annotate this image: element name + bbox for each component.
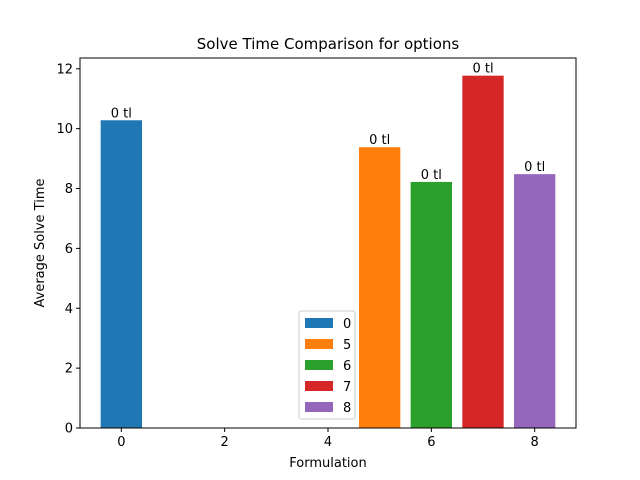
bar-7 <box>462 75 504 429</box>
legend-swatch-7 <box>305 381 333 391</box>
data-label-0: 0 tl <box>111 106 132 121</box>
legend-label-5: 5 <box>343 338 351 353</box>
legend-label-0: 0 <box>343 317 351 332</box>
y-tick-label: 2 <box>65 362 73 377</box>
legend-label-6: 6 <box>343 359 351 374</box>
data-labels-group: 0 tl 0 tl 0 tl 0 tl 0 tl <box>111 62 545 183</box>
y-tick-label: 12 <box>56 62 73 77</box>
data-label-5: 0 tl <box>369 133 390 148</box>
y-tick-label: 10 <box>56 122 73 137</box>
bar-6 <box>410 181 452 428</box>
x-tick-label: 0 <box>117 435 125 450</box>
data-label-8: 0 tl <box>524 160 545 175</box>
chart-title: Solve Time Comparison for options <box>197 35 460 53</box>
bar-5 <box>359 147 401 428</box>
x-axis-label: Formulation <box>289 456 366 471</box>
y-tick-label: 8 <box>65 182 73 197</box>
legend-swatch-6 <box>305 360 333 370</box>
y-axis-label: Average Solve Time <box>33 179 48 308</box>
legend-label-8: 8 <box>343 401 351 416</box>
x-axis-ticks: 0 2 4 6 8 <box>117 428 539 450</box>
data-label-7: 0 tl <box>472 62 493 77</box>
legend-swatch-5 <box>305 339 333 349</box>
legend: 0 5 6 7 8 <box>298 310 356 420</box>
y-tick-label: 0 <box>65 422 73 437</box>
legend-label-7: 7 <box>343 380 351 395</box>
y-axis-ticks: 0 2 4 6 8 10 12 <box>56 62 80 437</box>
data-label-6: 0 tl <box>421 168 442 183</box>
y-tick-label: 4 <box>65 302 73 317</box>
bar-0 <box>100 120 142 428</box>
x-tick-label: 8 <box>531 435 539 450</box>
x-tick-label: 6 <box>427 435 435 450</box>
bar-8 <box>514 174 556 428</box>
legend-swatch-0 <box>305 318 333 328</box>
y-tick-label: 6 <box>65 242 73 257</box>
legend-swatch-8 <box>305 402 333 412</box>
x-tick-label: 2 <box>221 435 229 450</box>
bars-group <box>100 75 556 429</box>
x-tick-label: 4 <box>324 435 332 450</box>
